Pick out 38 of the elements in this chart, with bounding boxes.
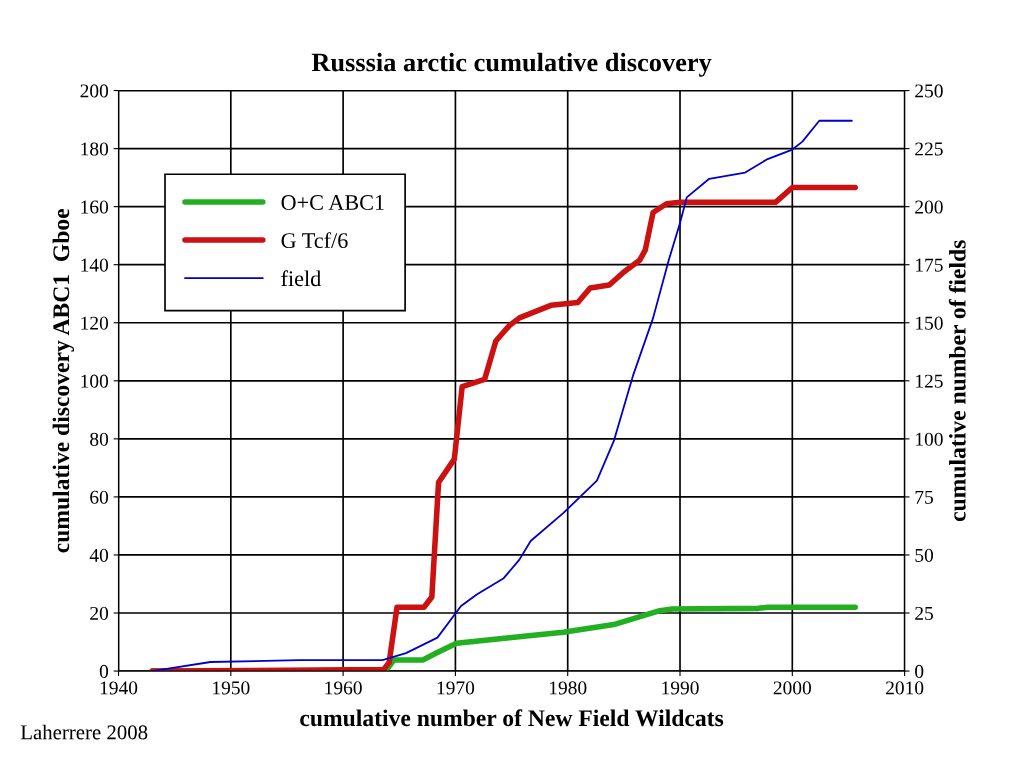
y2-tick-label: 25: [915, 606, 934, 620]
x-tick-label: 1990: [662, 681, 699, 695]
y-tick-label: 40: [89, 548, 109, 562]
y-tick-label: 80: [90, 432, 109, 446]
x-tick-label: 1950: [213, 681, 250, 695]
y-tick-label: 180: [81, 142, 109, 156]
x-tick-label: 1960: [325, 681, 362, 695]
y2-tick-label: 0: [915, 664, 924, 678]
x-tick-label: 2010: [886, 681, 924, 695]
y2-tick-label: 200: [915, 200, 943, 214]
x-tick-label: 1980: [549, 681, 587, 695]
y-tick-label: 120: [81, 316, 109, 330]
y-tick-label: 100: [81, 374, 109, 388]
y2-tick-label: 225: [915, 142, 943, 156]
x-tick-label: 2000: [773, 681, 812, 695]
y2-tick-label: 50: [915, 548, 934, 562]
y-tick-label: 200: [80, 84, 109, 98]
legend-label: G Tcf/6: [281, 232, 348, 249]
y-axis-title: cumulative discovery ABC1 Gboe: [52, 208, 75, 553]
y2-tick-label: 250: [915, 84, 943, 98]
y-tick-label: 0: [99, 664, 109, 678]
y2-tick-label: 75: [915, 490, 934, 504]
legend-label: O+C ABC1: [281, 195, 384, 211]
y2-tick-label: 150: [916, 316, 943, 330]
chart-title: Russsia arctic cumulative discovery: [311, 52, 712, 77]
y2-axis-title: cumulative number of fields: [948, 240, 966, 522]
x-axis-title: cumulative number of New Field Wildcats: [300, 709, 724, 727]
y-tick-label: 20: [90, 606, 109, 620]
y2-tick-label: 175: [916, 258, 943, 272]
x-tick-label: 1940: [100, 681, 138, 695]
y2-tick-label: 125: [916, 374, 943, 388]
text: Laherrere 2008: [20, 724, 148, 740]
x-tick-label: 1970: [437, 681, 475, 695]
y-tick-label: 140: [81, 258, 109, 272]
legend-label: field: [281, 270, 322, 287]
y-tick-label: 160: [81, 200, 109, 214]
y2-tick-label: 100: [916, 432, 943, 446]
y-tick-label: 60: [90, 490, 109, 504]
